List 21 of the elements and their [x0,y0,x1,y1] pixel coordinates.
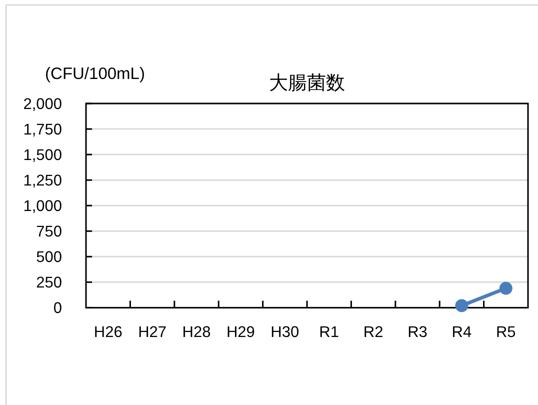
y-axis-title: (CFU/100mL) [45,65,145,83]
x-tick-label: H27 [138,324,167,341]
x-tick-label: R1 [319,324,340,341]
x-tick-label: R2 [363,324,384,341]
chart-title: 大腸菌数 [269,73,345,94]
x-tick-label: H29 [226,324,255,341]
y-tick-label: 750 [36,224,62,241]
x-tick-label: H26 [94,324,122,341]
y-tick-label: 1,750 [23,122,62,139]
x-tick-label: H28 [182,324,211,341]
x-tick-label: H30 [270,324,300,341]
y-tick-label: 0 [53,300,62,318]
y-tick-label: 250 [36,274,62,292]
y-tick-label: 1,000 [23,198,62,216]
y-tick-label: 2,000 [23,96,62,113]
x-tick-label: R3 [408,324,428,341]
y-tick-label: 1,500 [23,147,62,164]
y-tick-label: 500 [36,249,62,266]
y-tick-label: 1,250 [23,172,62,190]
x-tick-label: R4 [452,324,472,341]
x-tick-label: R5 [496,324,516,341]
